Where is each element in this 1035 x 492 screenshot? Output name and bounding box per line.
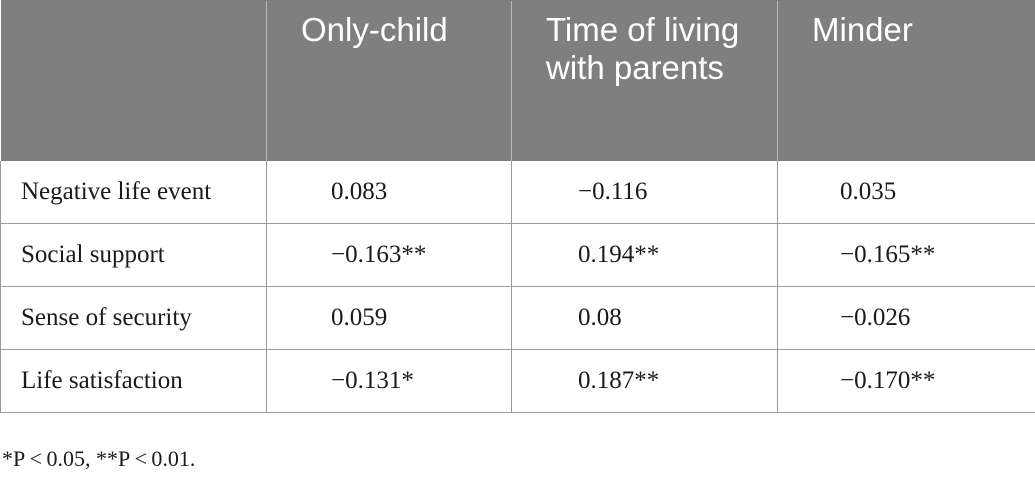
cell-time-living: 0.187** — [511, 349, 778, 413]
row-label: Life satisfaction — [0, 349, 267, 413]
row-label: Negative life event — [0, 160, 267, 224]
cell-minder: −0.026 — [777, 286, 1035, 350]
row-label: Sense of security — [0, 286, 267, 350]
cell-time-living: −0.116 — [511, 160, 778, 224]
correlation-table-container: Only-child Time of living with parents M… — [0, 0, 1035, 413]
table-footnote: *P < 0.05, **P < 0.01. — [2, 446, 196, 471]
header-time-living-with-parents: Time of living with parents — [511, 0, 778, 161]
cell-minder: 0.035 — [777, 160, 1035, 224]
header-empty — [0, 0, 267, 161]
cell-minder: −0.170** — [777, 349, 1035, 413]
table-row: Negative life event 0.083 −0.116 0.035 — [0, 160, 1035, 224]
cell-only-child: 0.059 — [266, 286, 512, 350]
cell-time-living: 0.194** — [511, 223, 778, 287]
cell-only-child: 0.083 — [266, 160, 512, 224]
cell-minder: −0.165** — [777, 223, 1035, 287]
header-minder: Minder — [777, 0, 1035, 161]
table-row: Social support −0.163** 0.194** −0.165** — [0, 223, 1035, 287]
cell-only-child: −0.131* — [266, 349, 512, 413]
header-only-child: Only-child — [266, 0, 512, 161]
cell-only-child: −0.163** — [266, 223, 512, 287]
cell-time-living: 0.08 — [511, 286, 778, 350]
header-row: Only-child Time of living with parents M… — [0, 0, 1035, 161]
table-row: Life satisfaction −0.131* 0.187** −0.170… — [0, 349, 1035, 413]
correlation-table: Only-child Time of living with parents M… — [0, 0, 1035, 413]
table-row: Sense of security 0.059 0.08 −0.026 — [0, 286, 1035, 350]
row-label: Social support — [0, 223, 267, 287]
